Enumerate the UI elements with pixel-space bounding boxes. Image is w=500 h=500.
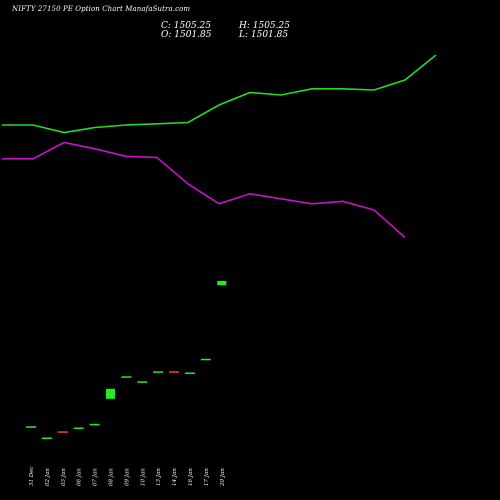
x-tick-label: 17 Jan [204,468,210,486]
candle [169,371,180,373]
ohlc-high: H: 1505.25 [239,21,290,31]
x-axis-labels: 31 Dec 02 Jan 03 Jan 06 Jan 07 Jan 08 Jan 09 J… [29,467,226,488]
ohlc-open: O: 1501.85 [161,30,212,40]
chart-title: NIFTY 27150 PE Option Chart ManafaSutra.… [12,5,191,13]
candle [73,427,84,429]
upper-band-line [2,54,437,134]
candle [137,381,148,383]
candle [57,431,68,433]
candle [26,426,36,428]
candle [217,280,227,286]
candles [26,280,227,439]
x-tick-label: 14 Jan [172,468,178,486]
candle [89,423,100,426]
x-tick-label: 02 Jan [45,468,51,486]
x-tick-label: 16 Jan [188,468,194,486]
x-tick-label: 07 Jan [93,468,99,486]
candle [185,372,195,374]
ohlc-close: C: 1505.25 [161,21,211,31]
ohlc-low: L: 1501.85 [239,30,289,40]
band-lines [2,54,437,239]
x-tick-label: 10 Jan [140,468,146,486]
x-tick-label: 31 Dec [29,467,35,487]
candle [121,376,132,378]
x-tick-label: 08 Jan [109,468,115,486]
x-tick-label: 20 Jan [220,468,226,487]
x-tick-label: 03 Jan [61,468,67,486]
candle [200,358,211,361]
candle [106,388,115,399]
candle [41,437,52,439]
x-tick-label: 13 Jan [156,468,162,486]
x-tick-label: 06 Jan [77,468,83,486]
lower-band-line [2,141,406,239]
x-tick-label: 09 Jan [124,468,130,486]
candle [153,371,164,373]
